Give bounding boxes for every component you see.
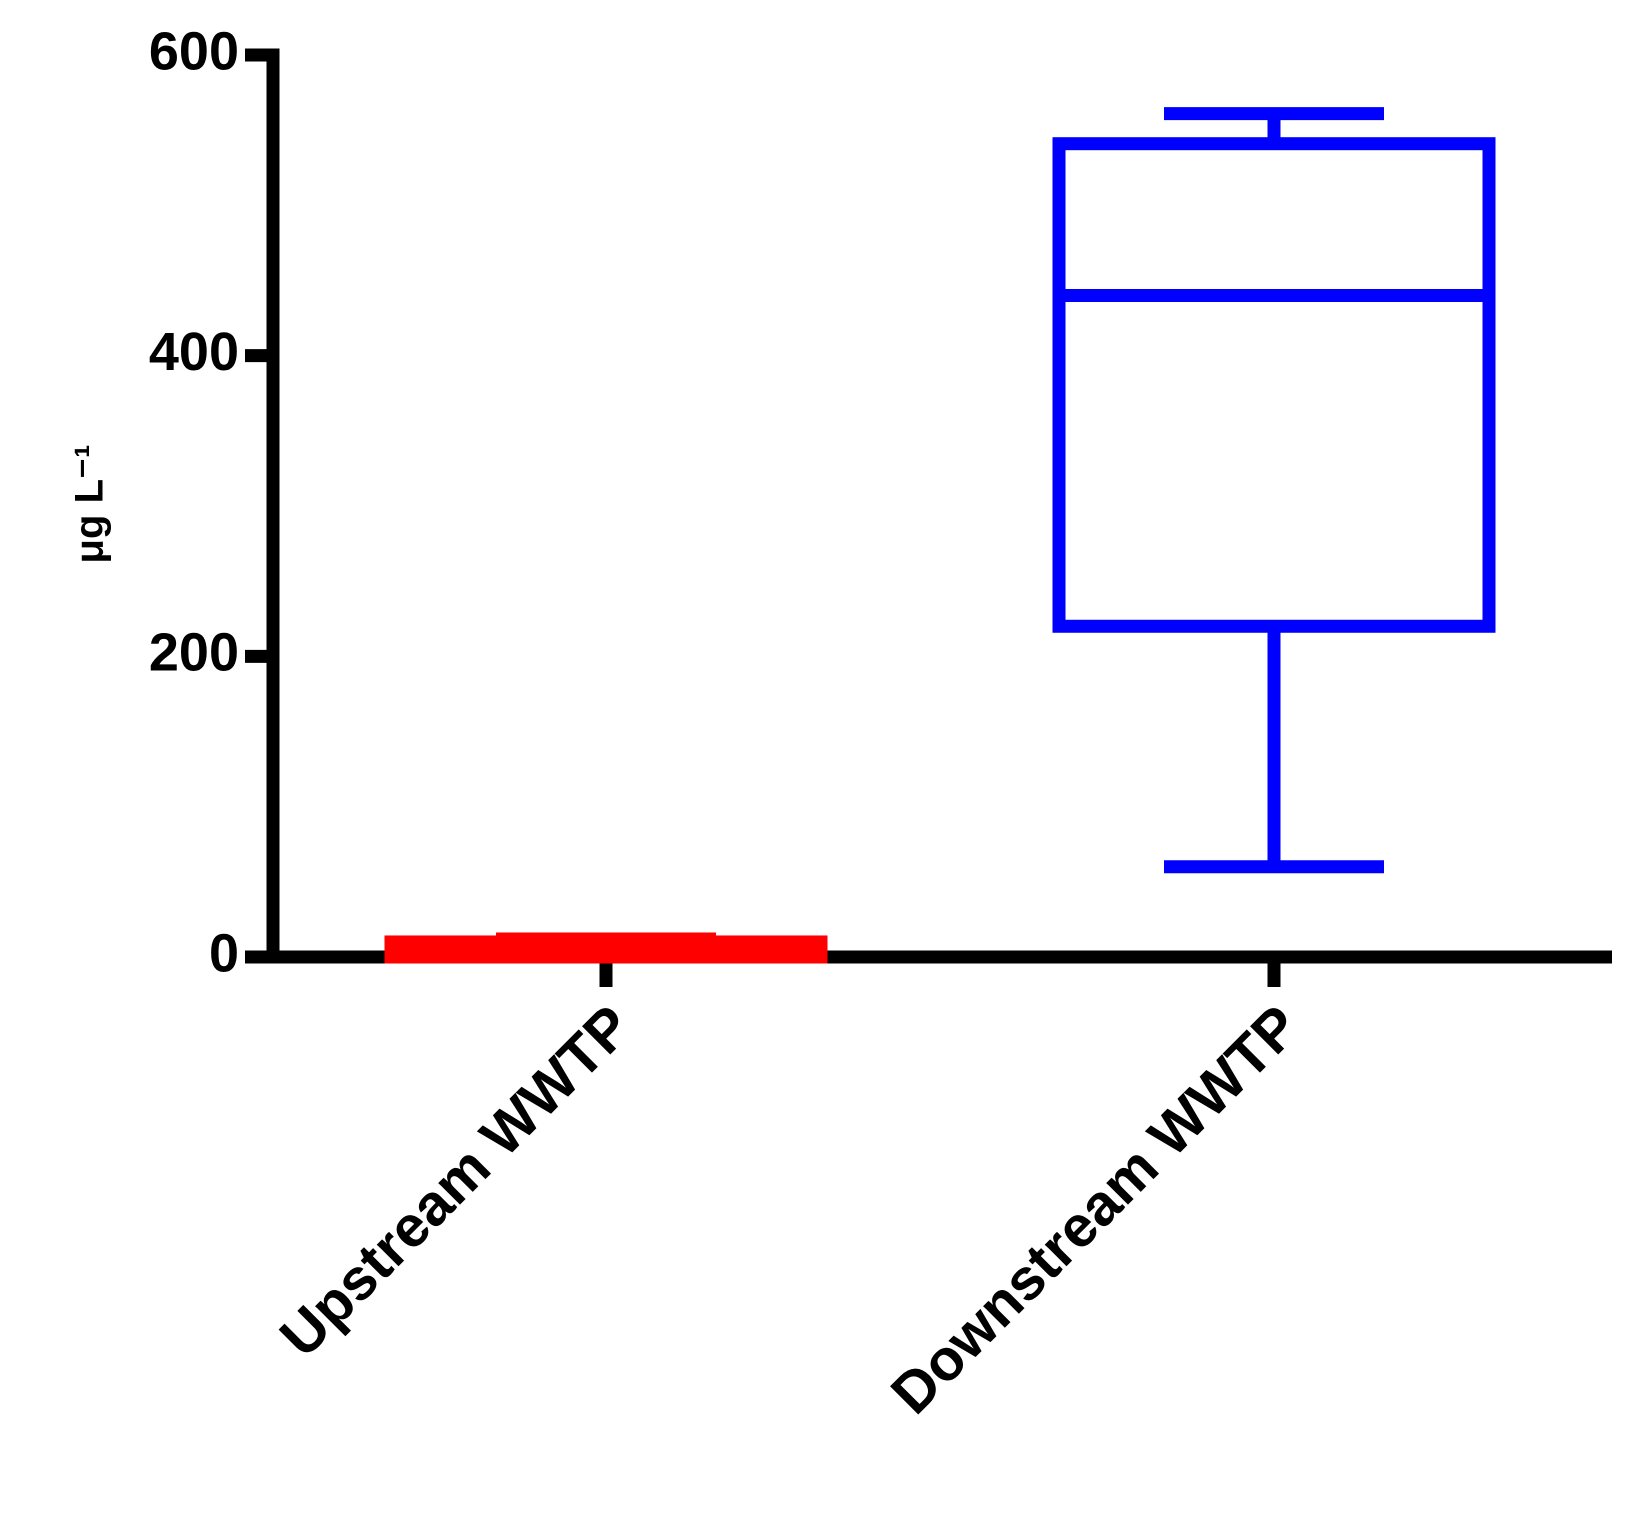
x-tick-label: Downstream WWTP (879, 993, 1312, 1426)
box (1052, 137, 1496, 633)
y-axis-label: μg L⁻¹ (68, 445, 112, 564)
y-tick-label: 600 (149, 21, 239, 81)
y-tick-label: 200 (149, 623, 239, 683)
x-tick-label: Upstream WWTP (268, 993, 644, 1369)
y-tick-label: 400 (149, 322, 239, 382)
y-tick-label: 0 (209, 923, 239, 983)
